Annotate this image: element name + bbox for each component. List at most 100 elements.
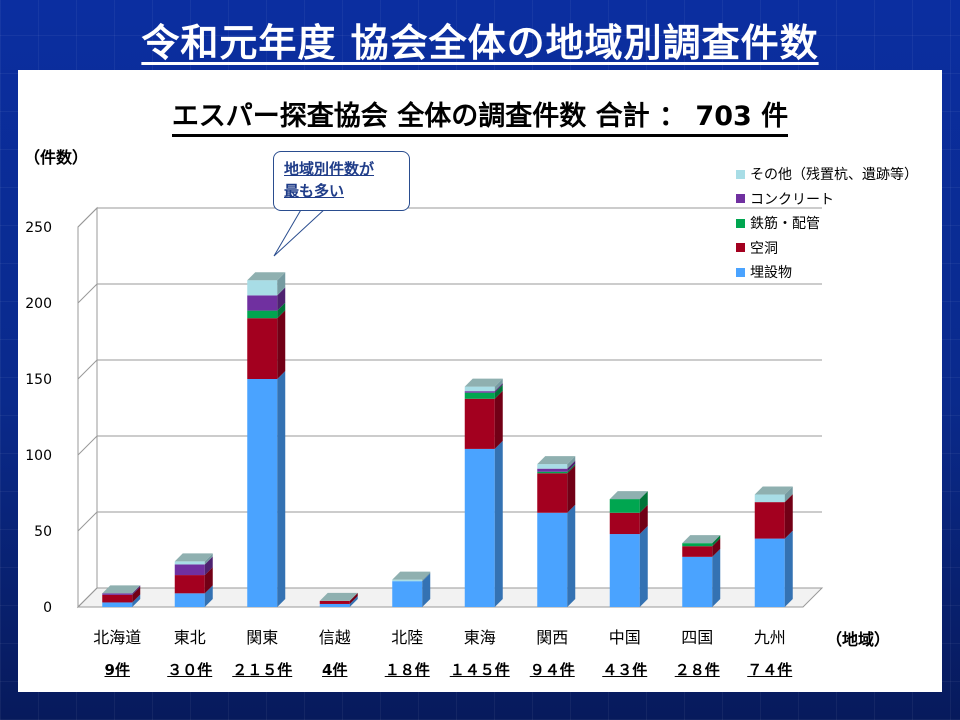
legend-item: その他（残置杭、遺跡等） [736,162,918,187]
bar-segment-side [349,592,358,604]
bar-segment-side [204,556,213,576]
bar-segment-side [784,494,793,539]
bar-segment-side [639,526,648,607]
bar-segment-side [784,486,793,503]
bar-top [247,272,286,281]
bar-segment-side [277,371,286,607]
x-tick-label: 東海 [464,628,496,647]
bar-segment-side [277,302,286,319]
bar-segment-side [277,272,286,296]
bar-segment-side [277,287,286,311]
bar-segment [537,473,568,513]
bar-segment-side [784,530,793,607]
bar-segment [609,512,640,535]
bar-segment [247,318,278,379]
y-tick-label: 150 [25,372,52,388]
bar-top [174,553,213,562]
bar-segment [537,512,568,607]
bar-segment-side [494,384,503,399]
gridline [77,207,822,228]
y-tick-label: 200 [25,296,52,312]
legend-swatch [736,243,745,253]
bar-segment [102,602,133,607]
category-count: ７４件 [747,661,793,679]
bar-segment [682,543,713,547]
x-tick-label: 北陸 [391,628,423,647]
bar-segment-side [567,504,576,607]
category-count: ３０件 [167,661,213,679]
y-tick-label: 50 [34,524,52,540]
bar-segment [247,379,278,607]
bar-segment [537,468,568,472]
bar-top [609,491,648,500]
bar-segment [392,579,423,582]
legend-label: 鉄筋・配管 [750,216,820,233]
plot-back-wall [97,208,822,588]
bar-segment-side [567,460,576,472]
bar-segment [247,280,278,296]
legend-label: コンクリート [750,191,834,208]
bar-segment [464,448,495,607]
stacked-bar-chart: 0 50 100 150 200 250 北海道 東北 関東 信越 北陸 東海 関西 中国 四国 九州 [25,206,824,647]
bar-segment-side [639,491,648,513]
x-tick-label: 九州 [754,628,786,647]
category-count: ２１５件 [232,661,293,679]
chart-title-text: エスパー探査協会 全体の調査件数 合計 ： 703 件 [171,101,789,137]
legend-swatch [736,218,745,228]
bar-segment [754,538,785,607]
bar-segment [247,310,278,319]
bar-segment [682,556,713,607]
bar-top [319,592,358,601]
gridline [77,587,822,608]
bar-segment-side [712,535,721,547]
bar-top [682,535,721,544]
bar-segment-side [494,383,503,393]
bar-segment [174,561,205,565]
bar-segment-side [204,553,213,565]
legend-label: 空洞 [750,240,778,257]
bar-top [392,571,431,580]
callout-annotation: 地域別件数が 最も多い [273,151,410,211]
bar-segment-side [567,456,576,469]
category-count: ４３件 [602,661,648,679]
bar-segment-side [132,586,141,603]
bar-segment [464,386,495,392]
bar-segment [754,502,785,539]
y-axis-label: （件数） [24,148,89,167]
category-count: 9件 [104,661,130,679]
bar-segment [174,575,205,594]
bar-segment [102,594,133,603]
bar-segment-side [204,567,213,594]
bar-segment [609,499,640,513]
x-tick-label: 関東 [246,628,278,647]
chart-panel: エスパー探査協会 全体の調査件数 合計 ： 703 件 （件数） （地域） 0 5… [18,70,942,692]
category-count: ２８件 [674,661,720,679]
bar-top [754,486,793,495]
bar-segment-side [494,440,503,607]
legend-item: コンクリート [736,187,918,212]
bar-top [537,456,576,465]
bar-top [102,585,141,594]
bar-segment-side [494,378,503,392]
legend-label: 埋設物 [750,265,792,282]
bar-segment-side [422,573,431,607]
gridline [77,359,822,380]
bar-segment [537,464,568,469]
y-tick-label: 0 [43,600,52,616]
legend-swatch [736,194,745,204]
gridline [77,511,822,532]
bar-segment [537,471,568,474]
bar-segment [102,593,133,595]
y-tick-label: 100 [25,448,52,464]
bar-segment [464,391,495,393]
bar-segment-side [277,310,286,379]
legend-swatch [736,267,745,277]
callout-text: 地域別件数が 最も多い [284,160,375,200]
bar-segment-side [494,390,503,449]
bar-segment-side [712,548,721,607]
bar-segment-side [422,571,431,582]
bar-segment-side [132,585,141,595]
bar-segment [754,494,785,503]
category-count: １８件 [384,661,430,679]
x-tick-label: 四国 [681,628,713,647]
